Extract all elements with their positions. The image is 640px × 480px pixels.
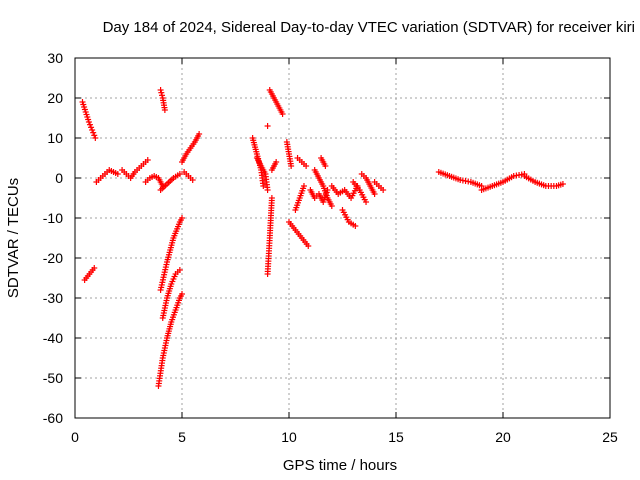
- data-point: [559, 181, 566, 187]
- y-tick-label: 20: [47, 90, 63, 106]
- data-point: [90, 129, 97, 136]
- x-axis-label: GPS time / hours: [283, 457, 397, 474]
- x-tick-label: 5: [178, 429, 186, 445]
- data-point: [300, 183, 307, 189]
- y-tick-label: 0: [55, 170, 63, 186]
- data-point: [176, 171, 183, 177]
- data-point: [273, 159, 280, 165]
- data-point: [144, 157, 151, 163]
- y-tick-label: 10: [47, 130, 63, 146]
- data-point: [264, 123, 271, 129]
- x-tick-label: 15: [388, 429, 404, 445]
- data-point: [91, 265, 98, 271]
- x-tick-labels: 0 5 10 15 20 25: [71, 429, 618, 445]
- data-point: [380, 187, 387, 193]
- x-tick-label: 0: [71, 429, 79, 445]
- data-point: [260, 183, 267, 189]
- data-point: [303, 163, 310, 169]
- data-point: [179, 291, 185, 297]
- data-point: [279, 111, 286, 117]
- data-point: [89, 127, 96, 133]
- chart-title: Day 184 of 2024, Sidereal Day-to-day VTE…: [103, 19, 635, 36]
- y-tick-labels: 30 20 10 0 -10 -20 -30 -40 -50 -60: [43, 50, 63, 426]
- data-point: [371, 191, 378, 197]
- data-point: [328, 203, 335, 209]
- data-point: [363, 199, 370, 205]
- data-point: [268, 195, 275, 201]
- data-point: [196, 131, 203, 137]
- data-point: [86, 121, 93, 128]
- data-point: [322, 163, 329, 169]
- data-point: [92, 135, 99, 141]
- data-point: [114, 171, 121, 177]
- data-point: [176, 267, 183, 273]
- y-tick-label: -10: [43, 210, 63, 226]
- data-point: [159, 92, 166, 99]
- data-point: [157, 87, 164, 93]
- y-tick-label: -60: [43, 410, 63, 426]
- grid-lines: [75, 58, 610, 418]
- data-point: [189, 177, 196, 183]
- axis-ticks: [74, 57, 611, 419]
- data-point: [288, 163, 295, 169]
- data-point: [352, 223, 359, 229]
- x-tick-label: 25: [602, 429, 618, 445]
- plot-frame: [74, 57, 611, 419]
- y-tick-label: 30: [47, 50, 63, 66]
- data-point: [305, 243, 312, 249]
- data-point: [264, 187, 271, 193]
- data-point: [88, 124, 95, 131]
- data-points: [79, 87, 566, 389]
- x-tick-label: 20: [495, 429, 511, 445]
- y-tick-label: -40: [43, 330, 63, 346]
- y-tick-label: -20: [43, 250, 63, 266]
- data-point: [91, 132, 98, 139]
- y-axis-label: SDTVAR / TECUs: [5, 178, 22, 298]
- data-point: [161, 107, 168, 113]
- y-tick-label: -50: [43, 370, 63, 386]
- y-tick-label: -30: [43, 290, 63, 306]
- data-point: [179, 215, 185, 221]
- data-point: [85, 119, 92, 125]
- data-point: [158, 89, 165, 96]
- x-tick-label: 10: [281, 429, 297, 445]
